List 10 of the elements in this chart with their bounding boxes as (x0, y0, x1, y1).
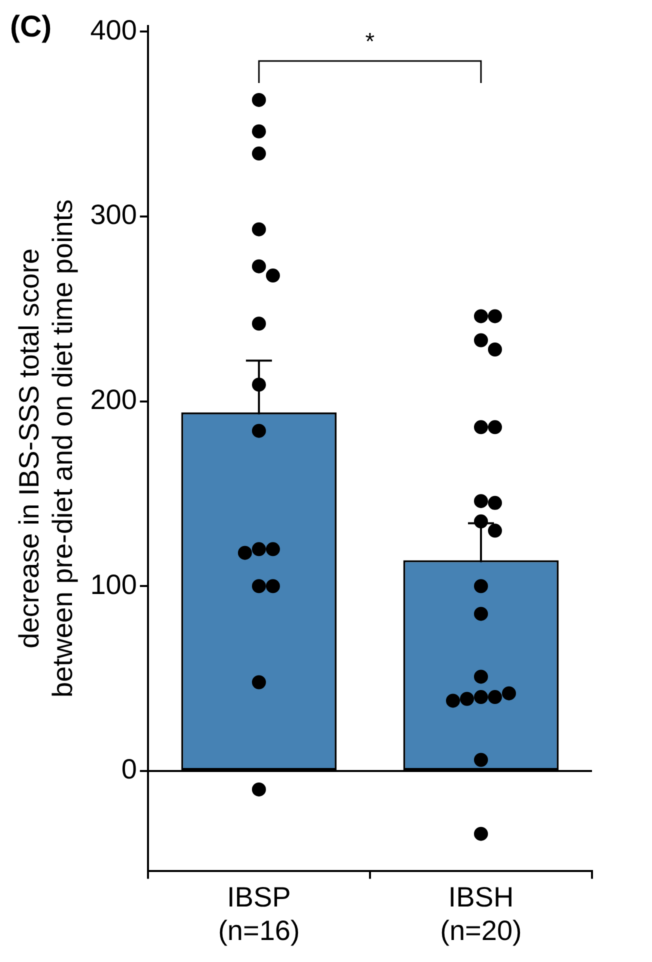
y-tick-label: 200 (90, 384, 137, 415)
chart-title: (C) (10, 10, 52, 44)
y-axis-title: decrease in IBS-SSS total score between pre-diet and on diet time points (14, 199, 78, 698)
y-tick-label: 300 (90, 199, 137, 230)
annotation: * (365, 28, 375, 56)
y-tick-label: 0 (121, 754, 137, 785)
y-tick-label: 100 (90, 568, 137, 600)
x-tick-label: IBSH (n=20) (440, 881, 522, 946)
y-tick-label: 400 (90, 14, 137, 46)
x-tick-label: IBSP (n=16) (218, 881, 300, 946)
